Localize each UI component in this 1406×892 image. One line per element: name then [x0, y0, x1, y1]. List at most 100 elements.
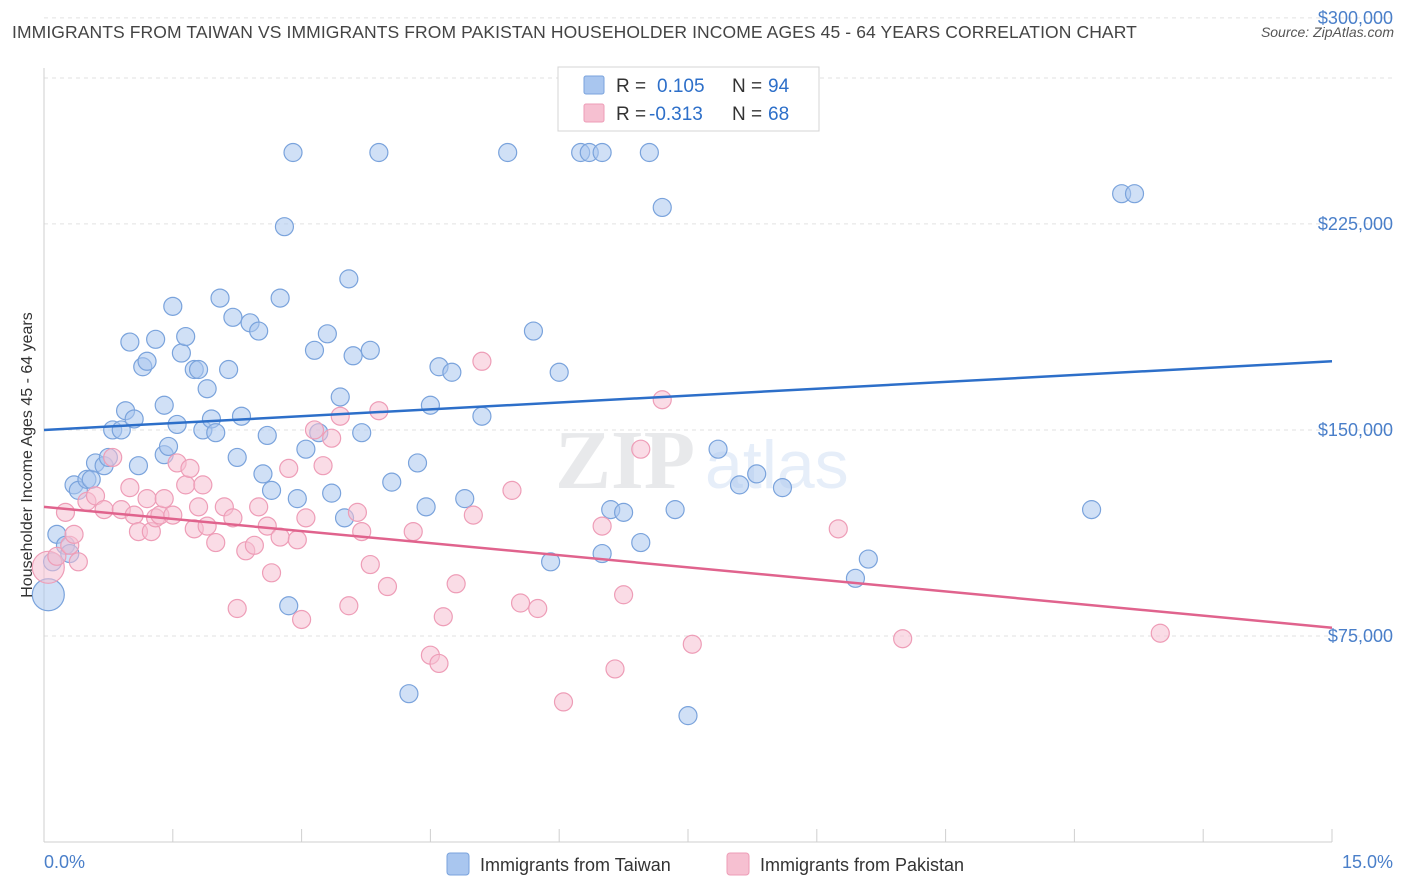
point-taiwan-44	[270, 288, 290, 308]
bottom-legend-swatch-pakistan	[726, 852, 750, 876]
point-taiwan-8	[81, 469, 101, 489]
point-pakistan-33	[249, 497, 269, 517]
point-taiwan-58	[352, 423, 372, 443]
point-taiwan-59	[360, 340, 380, 360]
legend-n-label-taiwan: N =	[732, 76, 762, 97]
point-taiwan-18	[137, 351, 157, 371]
legend-box: R = 0.105 N = 94 R = -0.313 N = 68	[557, 66, 820, 132]
chart-title: IMMIGRANTS FROM TAIWAN VS IMMIGRANTS FRO…	[12, 22, 1137, 42]
point-pakistan-29	[223, 508, 243, 528]
legend-n-value-taiwan: 94	[768, 76, 790, 97]
point-pakistan-66	[652, 390, 672, 410]
point-taiwan-38	[231, 406, 252, 426]
point-taiwan-93	[1124, 184, 1145, 204]
point-pakistan-2	[55, 502, 76, 522]
point-pakistan-69	[893, 629, 913, 649]
point-taiwan-49	[296, 439, 316, 459]
point-taiwan-86	[729, 475, 750, 495]
legend-r-label-pakistan: R =	[616, 104, 646, 125]
point-pakistan-61	[553, 692, 574, 712]
point-taiwan-67	[442, 362, 462, 382]
point-pakistan-62	[592, 516, 612, 536]
point-pakistan-43	[322, 428, 342, 448]
point-taiwan-31	[197, 379, 217, 399]
series-pakistan-points	[31, 351, 1170, 712]
point-pakistan-5	[68, 552, 88, 572]
y-tick-label-1: $150,000	[1318, 420, 1393, 440]
point-taiwan-79	[613, 502, 634, 522]
point-pakistan-35	[261, 563, 282, 583]
point-taiwan-61	[382, 472, 402, 492]
point-pakistan-67	[682, 634, 702, 654]
point-taiwan-90	[858, 549, 878, 569]
trend-line-pakistan	[43, 505, 1333, 629]
point-taiwan-81	[639, 142, 659, 163]
point-pakistan-68	[828, 519, 848, 539]
watermark: ZIP atlas	[555, 414, 849, 507]
bottom-legend-swatch-taiwan	[446, 852, 470, 876]
point-pakistan-37	[279, 458, 299, 479]
point-taiwan-35	[219, 359, 239, 380]
y-tick-label-2: $225,000	[1318, 214, 1393, 234]
point-taiwan-72	[541, 552, 561, 572]
point-pakistan-58	[502, 480, 522, 500]
point-taiwan-45	[274, 217, 295, 237]
point-taiwan-91	[1081, 500, 1102, 520]
point-pakistan-50	[377, 576, 398, 597]
bottom-legend-label-taiwan: Immigrants from Taiwan	[480, 855, 671, 875]
point-taiwan-88	[772, 478, 793, 498]
point-taiwan-25	[167, 414, 187, 435]
point-pakistan-32	[244, 535, 264, 555]
trend-line-taiwan	[43, 360, 1333, 432]
legend-r-value-pakistan: -0.313	[649, 104, 703, 125]
point-pakistan-30	[227, 598, 247, 619]
point-pakistan-59	[510, 593, 531, 613]
point-taiwan-16	[128, 456, 149, 476]
point-taiwan-33	[206, 423, 226, 443]
point-taiwan-24	[163, 296, 183, 316]
point-taiwan-21	[154, 395, 174, 415]
point-pakistan-8	[94, 500, 114, 520]
point-pakistan-53	[429, 653, 449, 674]
point-taiwan-54	[330, 387, 350, 407]
point-pakistan-46	[347, 502, 368, 522]
point-taiwan-63	[407, 453, 428, 473]
x-tick-label-min: 0.0%	[44, 852, 85, 872]
source-credit: Source: ZipAtlas.com	[1260, 24, 1394, 40]
point-taiwan-19	[120, 332, 140, 352]
point-taiwan-43	[261, 480, 282, 500]
y-tick-label-0: $75,000	[1328, 626, 1393, 646]
point-pakistan-40	[296, 508, 316, 528]
point-taiwan-87	[747, 464, 767, 484]
point-taiwan-64	[416, 497, 436, 517]
y-axis-title: Householder Income Ages 45 - 64 years	[19, 312, 36, 598]
point-pakistan-38	[287, 530, 307, 550]
legend-n-label-pakistan: N =	[732, 104, 762, 125]
legend-r-value-taiwan: 0.105	[657, 76, 705, 97]
point-pakistan-24	[188, 497, 209, 517]
point-pakistan-27	[206, 532, 226, 553]
point-pakistan-26	[197, 516, 217, 536]
point-pakistan-39	[292, 609, 312, 630]
point-pakistan-25	[193, 475, 213, 495]
point-pakistan-22	[180, 458, 200, 479]
x-ticks	[43, 829, 1333, 842]
bottom-legend: Immigrants from Taiwan Immigrants from P…	[446, 852, 964, 876]
point-taiwan-85	[708, 439, 728, 459]
point-pakistan-57	[472, 351, 492, 371]
point-taiwan-37	[227, 447, 247, 468]
point-taiwan-52	[317, 324, 337, 344]
point-taiwan-68	[455, 489, 475, 509]
point-taiwan-34	[210, 288, 230, 308]
point-pakistan-48	[360, 554, 380, 575]
point-taiwan-70	[498, 142, 518, 163]
watermark-zip: ZIP	[555, 414, 695, 507]
point-taiwan-36	[223, 307, 243, 327]
point-pakistan-45	[339, 596, 359, 616]
point-pakistan-11	[120, 478, 140, 498]
point-taiwan-56	[339, 269, 359, 289]
y-tick-label-3: $300,000	[1318, 8, 1393, 28]
legend-swatch-pakistan	[583, 103, 605, 123]
point-taiwan-23	[158, 436, 179, 457]
